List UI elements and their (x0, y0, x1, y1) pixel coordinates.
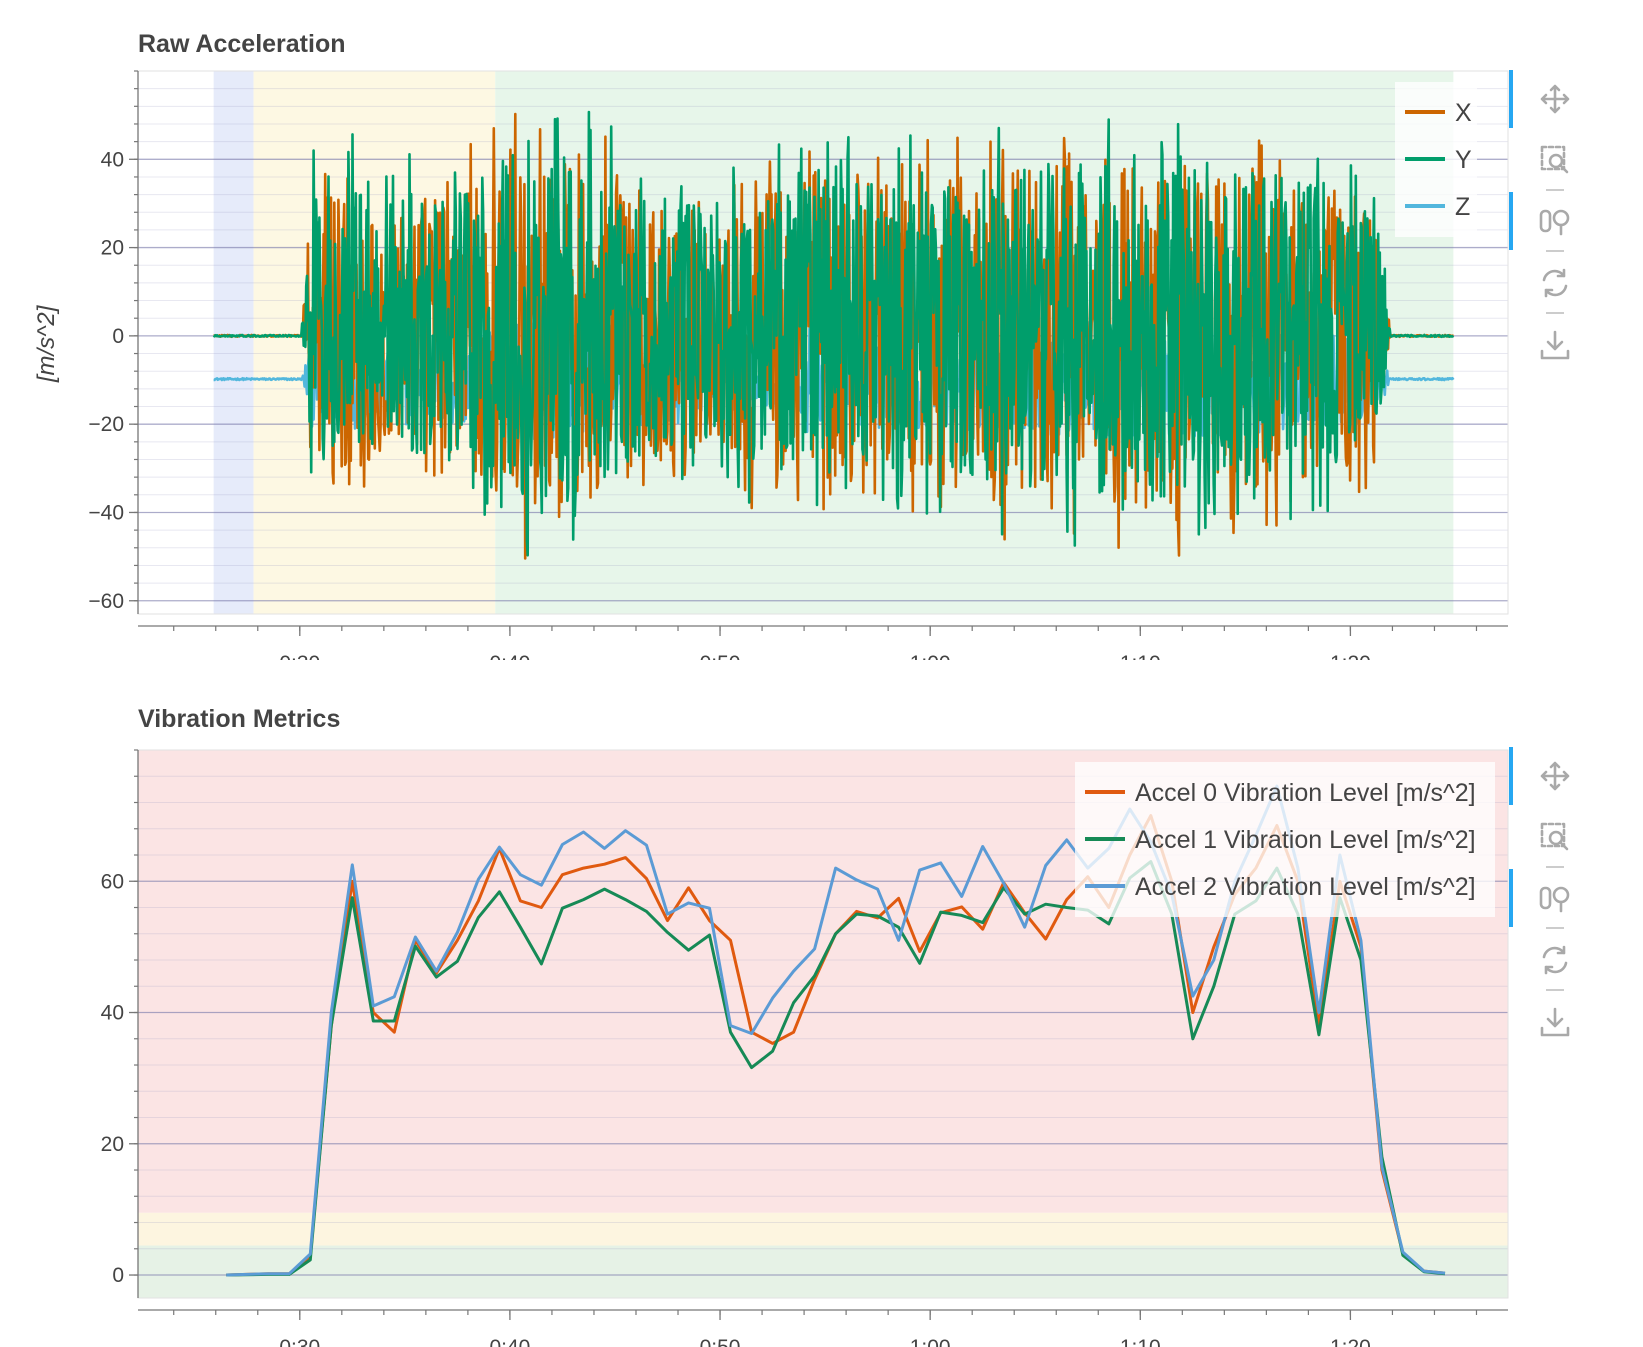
x-tick-label: 0:40 (489, 652, 530, 660)
tool-hit-area[interactable] (1532, 809, 1578, 865)
y-axis: 0 20 40 60 (101, 749, 139, 1298)
chart-title: Raw Acceleration (138, 30, 345, 58)
active-indicator (1509, 869, 1513, 927)
legend-label[interactable]: X (1455, 99, 1472, 127)
vibration-metrics-chart: Vibration Metrics 0 20 40 60 0:30 0:40 0:50 1:00… (101, 705, 1578, 1347)
chart-title: Vibration Metrics (138, 705, 340, 733)
legend: XYZ (1395, 82, 1477, 237)
y-axis-label: [m/s^2] (33, 304, 60, 383)
legend-box (1075, 762, 1495, 917)
x-tick-label: 1:00 (910, 1336, 951, 1347)
box-zoom-icon (1540, 145, 1569, 174)
legend-label[interactable]: Z (1455, 193, 1470, 221)
save-tool-button[interactable] (1532, 994, 1578, 1050)
y-tick-label: −40 (88, 501, 124, 524)
save-tool-button[interactable] (1532, 317, 1578, 373)
lens (1548, 830, 1564, 846)
y-tick-label: −20 (88, 413, 124, 436)
reset-icon (1542, 945, 1568, 975)
reset-icon (1542, 268, 1568, 298)
legend: Accel 0 Vibration Level [m/s^2] Accel 1 V… (1075, 762, 1495, 917)
x-tick-label: 0:40 (489, 1336, 530, 1347)
y-tick-label: 40 (101, 1002, 124, 1025)
pan-icon (1540, 761, 1570, 791)
mouse-wheel (1539, 209, 1552, 233)
wheel-zoom-icon (1539, 209, 1570, 236)
mouse-wheel (1539, 886, 1552, 910)
wheel-zoom-icon (1539, 886, 1570, 913)
dashed-box (1540, 145, 1566, 171)
wheel-zoom-tool-button[interactable] (1509, 869, 1578, 927)
background-band (213, 71, 254, 614)
x-tick-label: 0:30 (279, 1336, 320, 1347)
tool-hit-area[interactable] (1532, 932, 1578, 988)
series-line-y (212, 110, 1455, 557)
lens-handle (1558, 163, 1569, 174)
download-arrow (1540, 330, 1570, 360)
y-tick-label: 0 (112, 325, 124, 348)
toolbar (1509, 70, 1578, 373)
series-lines (212, 110, 1455, 560)
reset-tool-button[interactable] (1532, 932, 1578, 988)
y-tick-label: 0 (112, 1264, 124, 1287)
tool-hit-area[interactable] (1532, 255, 1578, 311)
y-tick-label: 60 (101, 870, 124, 893)
x-tick-label: 1:10 (1120, 1336, 1161, 1347)
legend-label[interactable]: Y (1455, 146, 1472, 174)
box-zoom-icon (1540, 822, 1569, 851)
raw-acceleration-chart: Raw Acceleration −60 −40 −20 0 20 40 [m/s^2] 0:3… (33, 30, 1578, 660)
dashed-box (1540, 822, 1566, 848)
legend-label[interactable]: Accel 2 Vibration Level [m/s^2] (1135, 873, 1476, 901)
pan-tool-button[interactable] (1509, 747, 1578, 805)
active-indicator (1509, 747, 1513, 805)
legend-label[interactable]: Accel 0 Vibration Level [m/s^2] (1135, 779, 1476, 807)
reset-arrows (1542, 268, 1568, 298)
reset-arrows (1542, 945, 1568, 975)
toolbar (1509, 747, 1578, 1050)
save-icon (1540, 330, 1570, 360)
x-tick-label: 0:50 (700, 1336, 741, 1347)
y-tick-label: 40 (101, 148, 124, 171)
x-tick-label: 1:00 (910, 652, 951, 660)
y-tick-label: 20 (101, 237, 124, 260)
lens-handle (1558, 840, 1569, 851)
background-band (138, 1245, 1508, 1298)
x-tick-label: 1:20 (1330, 652, 1371, 660)
active-indicator (1509, 192, 1513, 250)
y-tick-label: 20 (101, 1133, 124, 1156)
pan-icon (1540, 84, 1570, 114)
tool-hit-area[interactable] (1532, 132, 1578, 188)
x-tick-label: 0:50 (700, 652, 741, 660)
lens (1548, 153, 1564, 169)
x-axis: 0:30 0:40 0:50 1:00 1:10 1:20 (138, 625, 1508, 660)
background-band (138, 1212, 1508, 1246)
x-tick-label: 1:20 (1330, 1336, 1371, 1347)
pan-tool-button[interactable] (1509, 70, 1578, 128)
pan-arrows (1540, 84, 1570, 114)
reset-tool-button[interactable] (1532, 255, 1578, 311)
box-zoom-tool-button[interactable] (1532, 809, 1578, 865)
save-icon (1540, 1007, 1570, 1037)
download-arrow (1540, 1007, 1570, 1037)
legend-label[interactable]: Accel 1 Vibration Level [m/s^2] (1135, 826, 1476, 854)
active-indicator (1509, 70, 1513, 128)
box-zoom-tool-button[interactable] (1532, 132, 1578, 188)
pan-arrows (1540, 761, 1570, 791)
x-tick-label: 0:30 (279, 652, 320, 660)
y-axis: −60 −40 −20 0 20 40 [m/s^2] (33, 70, 139, 614)
x-axis: 0:30 0:40 0:50 1:00 1:10 1:20 (138, 1309, 1508, 1347)
wheel-zoom-tool-button[interactable] (1509, 192, 1578, 250)
y-tick-label: −60 (88, 590, 124, 613)
x-tick-label: 1:10 (1120, 652, 1161, 660)
